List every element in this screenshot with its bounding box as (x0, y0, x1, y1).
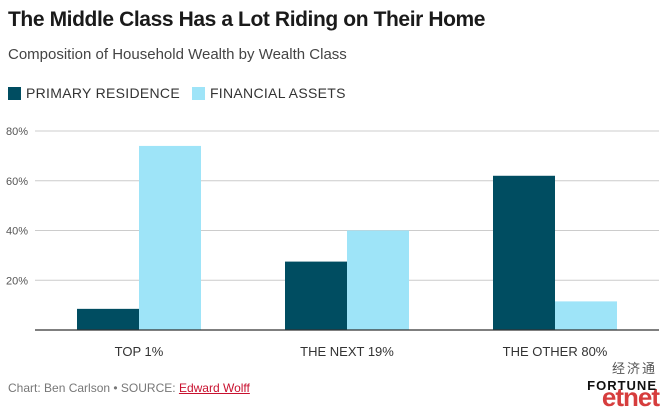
legend: PRIMARY RESIDENCE FINANCIAL ASSETS (8, 85, 358, 101)
x-category-label: THE NEXT 19% (300, 344, 394, 359)
bar-financial-assets (347, 230, 409, 330)
y-tick-label: 20% (6, 275, 28, 287)
legend-label-financial-assets: FINANCIAL ASSETS (209, 85, 346, 101)
y-tick-label: 60% (6, 176, 28, 188)
bar-financial-assets (139, 145, 201, 330)
legend-swatch-primary-residence (8, 86, 21, 100)
bar-primary-residence (77, 308, 139, 330)
etnet-logo: etnet (601, 382, 660, 412)
legend-item-financial-assets: FINANCIAL ASSETS (191, 85, 346, 101)
fortune-logo: FORTUNE (587, 378, 657, 393)
legend-swatch-financial-assets (191, 86, 205, 100)
y-tick-label: 40% (6, 226, 28, 238)
x-category-label: TOP 1% (115, 344, 164, 359)
chart-title: The Middle Class Has a Lot Riding on The… (8, 8, 486, 31)
bar-primary-residence (285, 261, 347, 330)
chart-subtitle: Composition of Household Wealth by Wealt… (8, 46, 347, 63)
legend-label-primary-residence: PRIMARY RESIDENCE (26, 85, 180, 101)
y-tick-label: 80% (6, 126, 28, 138)
chart-credit: Chart: Ben Carlson • SOURCE: (8, 381, 179, 395)
bar-financial-assets (555, 301, 617, 330)
etnet-chinese-logo: 经济通 (611, 361, 657, 376)
chart-footer: Chart: Ben Carlson • SOURCE: Edward Wolf… (8, 381, 250, 395)
source-link[interactable]: Edward Wolff (178, 381, 250, 395)
x-category-label: THE OTHER 80% (503, 344, 608, 359)
bar-primary-residence (493, 175, 555, 330)
legend-item-primary-residence: PRIMARY RESIDENCE (8, 85, 180, 101)
